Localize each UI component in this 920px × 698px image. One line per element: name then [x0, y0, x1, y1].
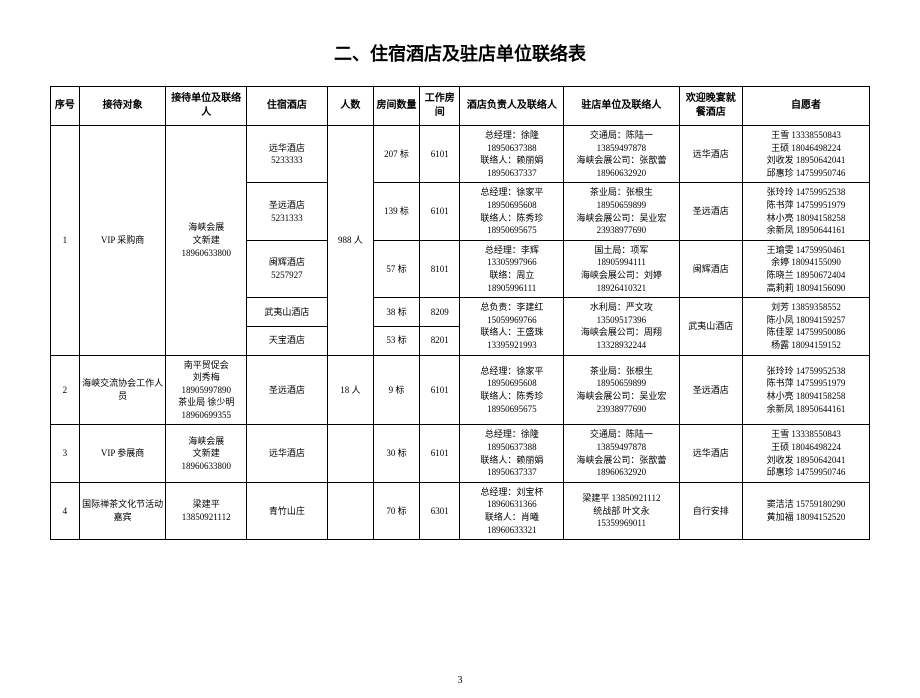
header-mgr: 酒店负责人及联络人 — [460, 87, 564, 126]
header-count: 人数 — [327, 87, 373, 126]
cell-obj: VIP 采购商 — [79, 126, 166, 356]
cell-hotel: 青竹山庄 — [247, 482, 328, 539]
cell-station: 国土局：项军18905994111海峡会展公司：刘婷18926410321 — [564, 240, 679, 297]
cell-dinner: 自行安排 — [679, 482, 742, 539]
cell-hotel: 远华酒店5233333 — [247, 126, 328, 183]
cell-unit: 南平贸促会刘秀梅18905997890茶业局 徐少明18960699355 — [166, 355, 247, 425]
cell-station: 交通局：陈陆一13859497878海峡会展公司：张歆蕾18960632920 — [564, 425, 679, 482]
cell-mgr: 总经理：刘宝杯18960631366联络人：肖曦18960633321 — [460, 482, 564, 539]
header-vol: 自愿者 — [743, 87, 870, 126]
cell-seq: 2 — [51, 355, 80, 425]
table-row: 1VIP 采购商海峡会展文新建18960633800远华酒店5233333988… — [51, 126, 870, 183]
cell-count: 18 人 — [327, 355, 373, 425]
cell-dinner: 远华酒店 — [679, 126, 742, 183]
cell-count: 988 人 — [327, 126, 373, 356]
header-seq: 序号 — [51, 87, 80, 126]
cell-station: 梁建平 13850921112统战部 叶文永15359969011 — [564, 482, 679, 539]
header-hotel: 住宿酒店 — [247, 87, 328, 126]
cell-count — [327, 425, 373, 482]
cell-mgr: 总经理：徐家平18950695608联络人：陈秀珍18950695675 — [460, 355, 564, 425]
cell-rooms: 53 标 — [373, 326, 419, 355]
cell-hotel: 远华酒店 — [247, 425, 328, 482]
page-number: 3 — [0, 675, 920, 686]
cell-vol: 王雪 13338550843王硕 18046498224刘收发 18950642… — [743, 126, 870, 183]
cell-rooms: 9 标 — [373, 355, 419, 425]
cell-rooms: 38 标 — [373, 298, 419, 327]
cell-vol: 张玲玲 14759952538陈书萍 14759951979林小亮 180941… — [743, 355, 870, 425]
cell-unit: 海峡会展文新建18960633800 — [166, 126, 247, 356]
cell-unit: 海峡会展文新建18960633800 — [166, 425, 247, 482]
cell-mgr: 总经理：徐家平18950695608联络人：陈秀珍18950695675 — [460, 183, 564, 240]
cell-obj: 海峡交流协会工作人员 — [79, 355, 166, 425]
cell-station: 交通局：陈陆一13859497878海峡会展公司：张歆蕾18960632920 — [564, 126, 679, 183]
cell-mgr: 总负责：李建红15059969766联络人：王盛珠13395921993 — [460, 298, 564, 355]
cell-work: 6101 — [420, 425, 460, 482]
table-body: 1VIP 采购商海峡会展文新建18960633800远华酒店5233333988… — [51, 126, 870, 540]
cell-dinner: 圣远酒店 — [679, 183, 742, 240]
cell-hotel: 武夷山酒店 — [247, 298, 328, 327]
cell-work: 6101 — [420, 126, 460, 183]
cell-dinner: 闽辉酒店 — [679, 240, 742, 297]
cell-vol: 刘芳 13859358552陈小凤 18094159257陈佳翠 1475995… — [743, 298, 870, 355]
cell-obj: VIP 参展商 — [79, 425, 166, 482]
header-work: 工作房间 — [420, 87, 460, 126]
cell-vol: 窦洁洁 15759180290黄加福 18094152520 — [743, 482, 870, 539]
header-rooms: 房间数量 — [373, 87, 419, 126]
cell-vol: 王瑜雯 14759950461余婷 18094155090陈晓兰 1895067… — [743, 240, 870, 297]
contact-table: 序号 接待对象 接待单位及联络人 住宿酒店 人数 房间数量 工作房间 酒店负责人… — [50, 86, 870, 540]
header-obj: 接待对象 — [79, 87, 166, 126]
cell-work: 8209 — [420, 298, 460, 327]
cell-mgr: 总经理：李辉13305997966联络：周立18905996111 — [460, 240, 564, 297]
cell-obj: 国际禅茶文化节活动嘉宾 — [79, 482, 166, 539]
cell-work: 6101 — [420, 355, 460, 425]
cell-dinner: 武夷山酒店 — [679, 298, 742, 355]
cell-work: 6301 — [420, 482, 460, 539]
cell-dinner: 圣远酒店 — [679, 355, 742, 425]
cell-seq: 3 — [51, 425, 80, 482]
cell-dinner: 远华酒店 — [679, 425, 742, 482]
cell-rooms: 57 标 — [373, 240, 419, 297]
cell-station: 茶业局：张根生18950659899海峡会展公司：吴业宏23938977690 — [564, 183, 679, 240]
cell-seq: 4 — [51, 482, 80, 539]
cell-vol: 张玲玲 14759952538陈书萍 14759951979林小亮 180941… — [743, 183, 870, 240]
cell-hotel: 天宝酒店 — [247, 326, 328, 355]
cell-mgr: 总经理：徐隆18950637388联络人：赖丽娟18950637337 — [460, 126, 564, 183]
cell-station: 水利局：严文攻13509517396海峡会展公司：周翔13328932244 — [564, 298, 679, 355]
cell-work: 6101 — [420, 183, 460, 240]
header-station: 驻店单位及联络人 — [564, 87, 679, 126]
cell-hotel: 圣远酒店5231333 — [247, 183, 328, 240]
cell-work: 8101 — [420, 240, 460, 297]
table-row: 2海峡交流协会工作人员南平贸促会刘秀梅18905997890茶业局 徐少明189… — [51, 355, 870, 425]
cell-work: 8201 — [420, 326, 460, 355]
header-unit: 接待单位及联络人 — [166, 87, 247, 126]
cell-hotel: 闽辉酒店5257927 — [247, 240, 328, 297]
cell-unit: 梁建平13850921112 — [166, 482, 247, 539]
header-dinner: 欢迎晚宴就餐酒店 — [679, 87, 742, 126]
cell-rooms: 30 标 — [373, 425, 419, 482]
cell-rooms: 207 标 — [373, 126, 419, 183]
cell-rooms: 139 标 — [373, 183, 419, 240]
cell-vol: 王雪 13338550843王硕 18046498224刘收发 18950642… — [743, 425, 870, 482]
cell-count — [327, 482, 373, 539]
document-title: 二、住宿酒店及驻店单位联络表 — [50, 40, 870, 66]
table-row: 3VIP 参展商海峡会展文新建18960633800远华酒店30 标6101总经… — [51, 425, 870, 482]
cell-hotel: 圣远酒店 — [247, 355, 328, 425]
cell-seq: 1 — [51, 126, 80, 356]
table-row: 4国际禅茶文化节活动嘉宾梁建平13850921112青竹山庄 70 标6301总经… — [51, 482, 870, 539]
cell-station: 茶业局：张根生18950659899海峡会展公司：吴业宏23938977690 — [564, 355, 679, 425]
cell-mgr: 总经理：徐隆18950637388联络人：赖丽娟18950637337 — [460, 425, 564, 482]
table-header-row: 序号 接待对象 接待单位及联络人 住宿酒店 人数 房间数量 工作房间 酒店负责人… — [51, 87, 870, 126]
cell-rooms: 70 标 — [373, 482, 419, 539]
